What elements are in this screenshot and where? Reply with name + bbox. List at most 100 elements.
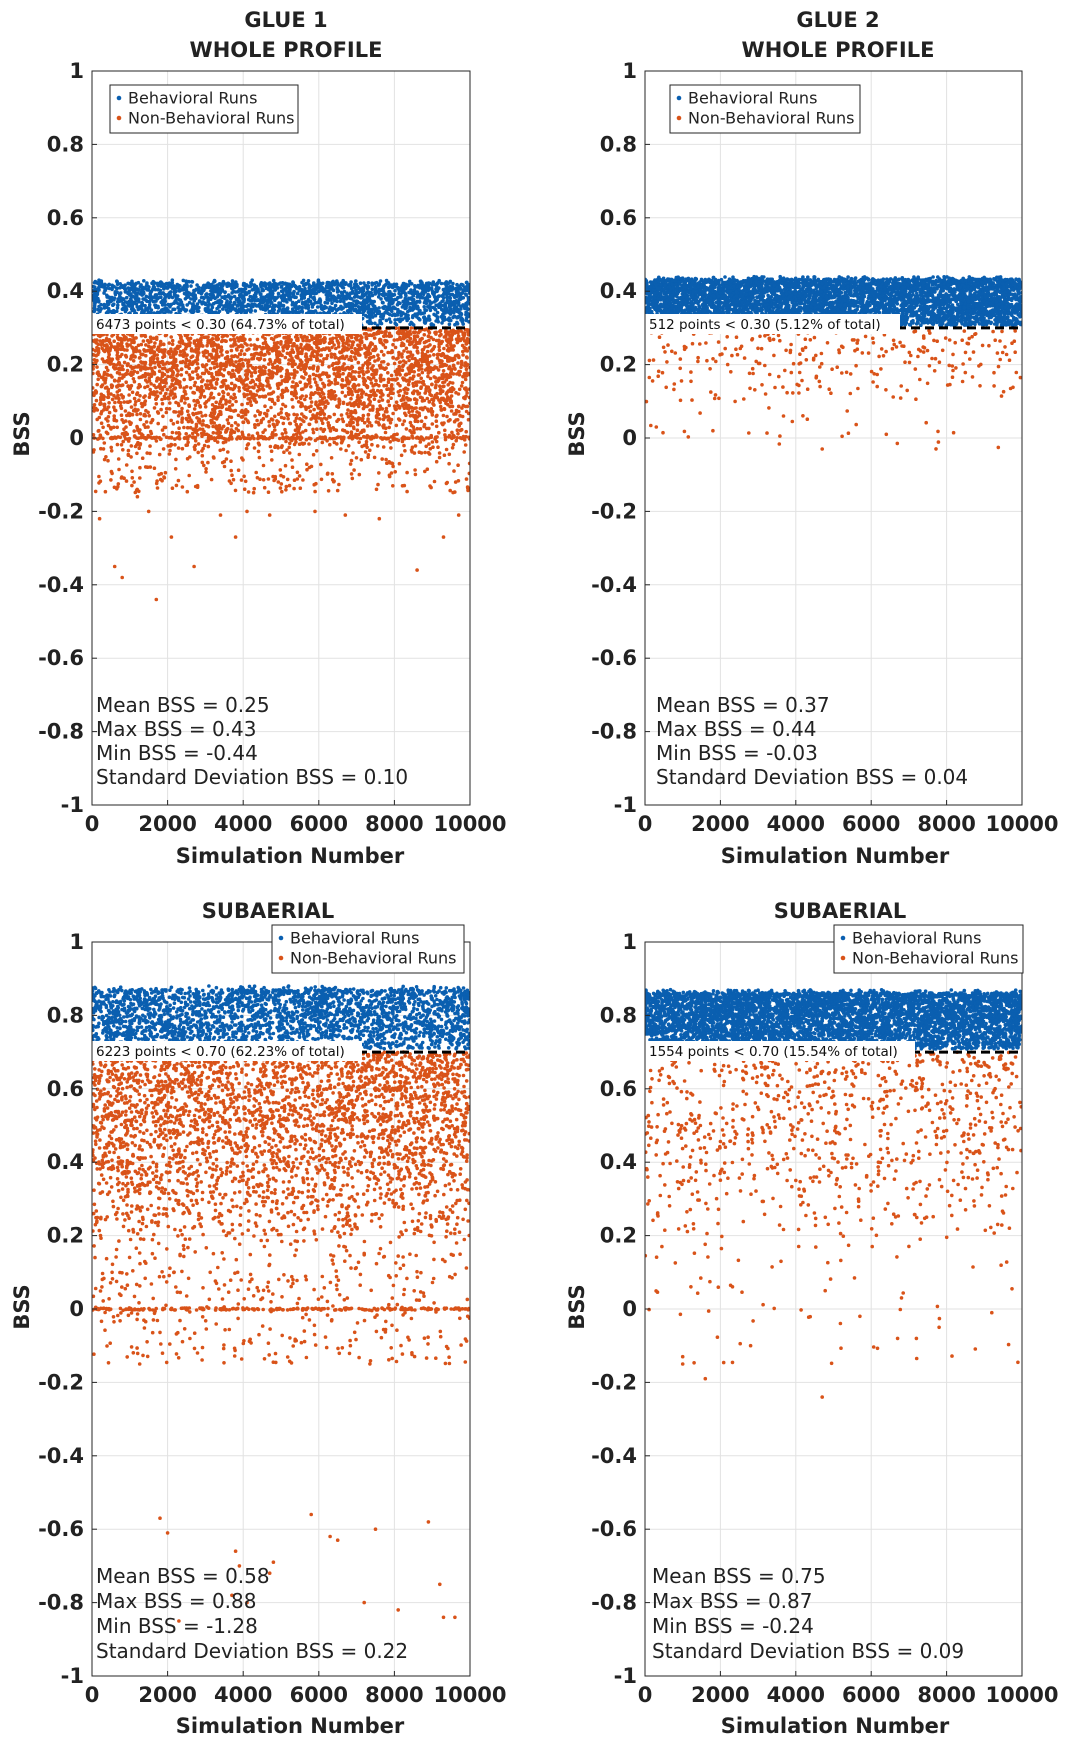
- non-behavioral-point: [210, 374, 214, 379]
- non-behavioral-point: [424, 327, 429, 331]
- non-behavioral-point: [199, 393, 204, 397]
- non-behavioral-point: [390, 349, 394, 353]
- non-behavioral-point: [364, 346, 369, 351]
- non-behavioral-point: [439, 407, 444, 412]
- non-behavioral-point: [450, 381, 455, 385]
- non-behavioral-point: [385, 409, 389, 414]
- non-behavioral-point: [220, 353, 224, 357]
- non-behavioral-point: [112, 378, 117, 383]
- non-behavioral-point: [315, 356, 319, 361]
- non-behavioral-point: [317, 402, 322, 407]
- non-behavioral-point: [449, 436, 454, 440]
- non-behavioral-point: [285, 344, 289, 348]
- non-behavioral-point: [179, 367, 184, 371]
- non-behavioral-point: [382, 334, 386, 339]
- non-behavioral-point: [424, 389, 428, 393]
- non-behavioral-point: [296, 356, 300, 360]
- non-behavioral-point: [245, 388, 250, 393]
- non-behavioral-point: [214, 424, 219, 428]
- non-behavioral-point: [348, 462, 353, 466]
- non-behavioral-point: [270, 349, 275, 353]
- non-behavioral-point: [397, 360, 402, 365]
- non-behavioral-point: [255, 337, 260, 342]
- non-behavioral-point: [129, 455, 133, 459]
- non-behavioral-point: [389, 396, 393, 401]
- non-behavioral-point: [148, 444, 152, 448]
- non-behavioral-point: [366, 366, 370, 370]
- non-behavioral-point: [397, 418, 402, 422]
- non-behavioral-point: [357, 440, 361, 445]
- non-behavioral-point: [455, 436, 459, 440]
- non-behavioral-point: [353, 347, 357, 351]
- non-behavioral-point: [117, 376, 122, 381]
- non-behavioral-point: [293, 428, 298, 433]
- non-behavioral-point: [215, 377, 220, 382]
- non-behavioral-point: [433, 365, 437, 369]
- non-behavioral-point: [429, 435, 434, 440]
- non-behavioral-point: [255, 418, 259, 423]
- non-behavioral-point: [169, 335, 173, 339]
- non-behavioral-point: [127, 393, 131, 397]
- non-behavioral-point: [115, 350, 120, 355]
- non-behavioral-point: [392, 437, 397, 441]
- non-behavioral-point: [309, 384, 313, 389]
- non-behavioral-point: [287, 483, 292, 488]
- non-behavioral-point: [317, 416, 321, 420]
- non-behavioral-point: [198, 405, 203, 409]
- non-behavioral-point: [365, 404, 369, 409]
- non-behavioral-point: [419, 386, 423, 391]
- non-behavioral-point: [162, 432, 166, 437]
- non-behavioral-point: [252, 352, 257, 356]
- non-behavioral-point: [152, 406, 157, 410]
- non-behavioral-point: [179, 398, 184, 403]
- non-behavioral-point: [194, 422, 199, 427]
- non-behavioral-point: [354, 389, 358, 394]
- non-behavioral-point: [248, 392, 253, 396]
- non-behavioral-point: [286, 362, 291, 366]
- non-behavioral-point: [447, 452, 452, 457]
- non-behavioral-point: [143, 334, 148, 339]
- non-behavioral-point: [309, 417, 313, 421]
- non-behavioral-point: [213, 386, 217, 391]
- non-behavioral-point: [410, 377, 415, 381]
- non-behavioral-point: [276, 395, 280, 400]
- non-behavioral-point: [335, 419, 339, 424]
- panel-subtitle: WHOLE PROFILE: [190, 38, 383, 62]
- non-behavioral-point: [263, 365, 268, 370]
- non-behavioral-point: [284, 439, 288, 444]
- non-behavioral-point: [359, 457, 364, 462]
- non-behavioral-point: [185, 425, 190, 430]
- non-behavioral-point: [212, 356, 216, 360]
- non-behavioral-point: [259, 420, 263, 425]
- non-behavioral-point: [180, 446, 185, 451]
- non-behavioral-point: [120, 475, 124, 479]
- non-behavioral-point: [279, 473, 283, 478]
- non-behavioral-point: [290, 384, 294, 389]
- non-behavioral-point: [163, 470, 168, 475]
- non-behavioral-point: [454, 408, 459, 413]
- non-behavioral-point: [231, 368, 235, 373]
- non-behavioral-point: [107, 338, 112, 342]
- non-behavioral-point: [213, 405, 217, 409]
- non-behavioral-point: [311, 430, 316, 435]
- non-behavioral-point: [285, 351, 290, 356]
- non-behavioral-point: [233, 395, 237, 400]
- non-behavioral-point: [105, 344, 109, 349]
- non-behavioral-point: [377, 422, 382, 427]
- non-behavioral-point: [348, 422, 353, 427]
- behavioral-point: [377, 306, 381, 310]
- non-behavioral-point: [176, 369, 180, 373]
- non-behavioral-point: [180, 360, 184, 365]
- non-behavioral-point: [149, 336, 153, 341]
- non-behavioral-point: [107, 352, 111, 357]
- non-behavioral-point: [137, 349, 142, 354]
- non-behavioral-point: [180, 406, 184, 411]
- non-behavioral-point: [386, 380, 391, 385]
- non-behavioral-point: [449, 348, 453, 352]
- non-behavioral-point: [267, 372, 272, 377]
- non-behavioral-point: [143, 385, 147, 390]
- non-behavioral-point: [229, 357, 233, 362]
- non-behavioral-point: [120, 352, 124, 357]
- non-behavioral-point: [237, 385, 241, 390]
- non-behavioral-point: [394, 400, 399, 405]
